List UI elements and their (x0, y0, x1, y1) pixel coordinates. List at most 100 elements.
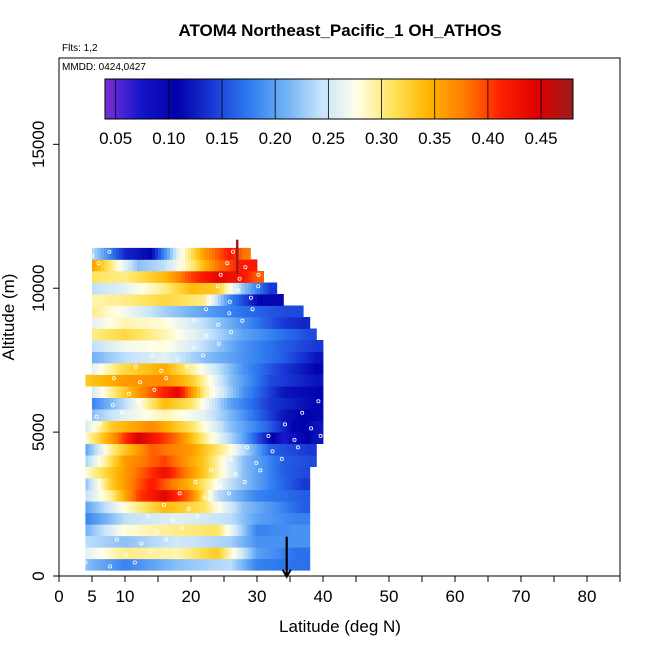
sample-point (83, 560, 88, 565)
heatmap-cell (175, 420, 179, 433)
sample-point (164, 376, 169, 381)
heatmap-cell (298, 443, 302, 456)
heatmap-cell (194, 386, 198, 398)
heatmap-cell (188, 386, 192, 398)
heatmap-cell (238, 558, 242, 571)
heatmap-cell (271, 535, 275, 548)
heatmap-cell (154, 455, 158, 467)
heatmap-cell (148, 443, 152, 456)
colorbar-segment (161, 79, 164, 119)
heatmap-cell (130, 432, 134, 444)
heatmap-cell (247, 489, 251, 502)
heatmap-cell (103, 466, 107, 479)
heatmap-cell (293, 317, 297, 329)
heatmap-cell (95, 397, 99, 410)
heatmap-cell (139, 547, 143, 560)
colorbar-segment (439, 79, 442, 119)
heatmap-cell (251, 397, 255, 410)
heatmap-cell (241, 432, 245, 444)
sample-point (136, 399, 141, 404)
heatmap-cell (140, 328, 144, 341)
sample-point (300, 410, 305, 415)
heatmap-band (85, 478, 311, 491)
heatmap-cell (137, 305, 141, 318)
heatmap-cell (272, 351, 276, 364)
heatmap-cell (262, 512, 266, 525)
heatmap-cell (259, 547, 263, 560)
heatmap-cell (308, 317, 311, 329)
heatmap-cell (184, 547, 188, 560)
heatmap-cell (212, 340, 216, 352)
heatmap-cell (152, 328, 156, 341)
heatmap-cell (251, 282, 255, 295)
heatmap-cell (211, 420, 215, 433)
heatmap-cell (263, 317, 267, 329)
colorbar-segment (215, 79, 218, 119)
heatmap-cell (85, 455, 89, 467)
heatmap-cell (100, 455, 104, 467)
heatmap-cell (106, 558, 110, 571)
heatmap-cell (172, 466, 176, 479)
heatmap-cell (194, 259, 198, 272)
heatmap-cell (181, 501, 185, 514)
heatmap-cell (232, 524, 236, 537)
heatmap-cell (257, 317, 261, 329)
heatmap-cell (310, 432, 314, 444)
heatmap-cell (232, 547, 236, 560)
heatmap-cell (229, 535, 233, 548)
sample-point (155, 530, 160, 535)
heatmap-cell (164, 317, 168, 329)
heatmap-cell (220, 455, 224, 467)
heatmap-cell (238, 455, 242, 467)
heatmap-cell (161, 409, 165, 421)
heatmap-cell (215, 271, 219, 283)
heatmap-cell (173, 397, 177, 410)
heatmap-cell (107, 294, 111, 306)
heatmap-cell (223, 478, 227, 491)
heatmap-cell (173, 271, 177, 283)
heatmap-cell (118, 547, 122, 560)
heatmap-cell (196, 501, 200, 514)
heatmap-cell (250, 466, 254, 479)
heatmap-cell (320, 397, 324, 410)
heatmap-cell (248, 363, 252, 375)
heatmap-cell (116, 271, 120, 283)
heatmap-cell (230, 305, 234, 318)
colorbar-segment (459, 79, 462, 119)
heatmap-cell (157, 535, 161, 548)
heatmap-cell (263, 340, 267, 352)
colorbar-segment (493, 79, 496, 119)
heatmap-cell (212, 305, 216, 318)
sample-point (130, 526, 135, 531)
heatmap-cell (178, 535, 182, 548)
heatmap-cell (185, 271, 189, 283)
colorbar-segment (353, 79, 356, 119)
heatmap-cell (167, 259, 171, 272)
sample-point (248, 295, 253, 300)
heatmap-cell (302, 409, 306, 421)
heatmap-cell (283, 374, 287, 387)
colorbar-segment (441, 79, 444, 119)
heatmap-cell (239, 351, 243, 364)
heatmap-cell (104, 351, 108, 364)
heatmap-cell (152, 271, 156, 283)
heatmap-cell (103, 512, 107, 525)
heatmap-cell (218, 409, 222, 421)
heatmap-cell (142, 478, 146, 491)
heatmap-cell (175, 535, 179, 548)
heatmap-cell (298, 524, 302, 537)
heatmap-cell (233, 328, 237, 341)
heatmap-cell (175, 501, 179, 514)
heatmap-cell (265, 432, 269, 444)
heatmap-cell (110, 351, 114, 364)
heatmap-cell (289, 420, 293, 433)
heatmap-cell (176, 409, 180, 421)
heatmap-cell (185, 351, 189, 364)
heatmap-cell (200, 340, 204, 352)
heatmap-cell (173, 259, 177, 272)
heatmap-cell (196, 524, 200, 537)
heatmap-cell (113, 386, 117, 398)
colorbar-segment (551, 79, 554, 119)
heatmap-cell (245, 363, 249, 375)
heatmap-cell (127, 547, 131, 560)
